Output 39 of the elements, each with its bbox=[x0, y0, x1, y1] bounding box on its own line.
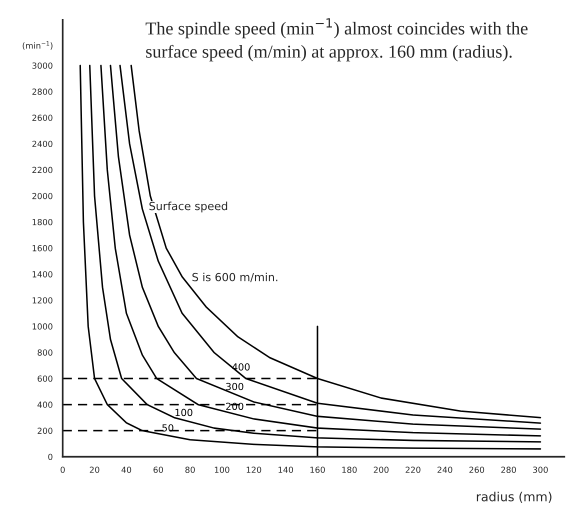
y-tick-label: 2200 bbox=[32, 166, 52, 174]
series-label: 100 bbox=[176, 408, 192, 416]
x-tick-label: 160 bbox=[310, 466, 325, 473]
annotation: The spindle speed (min$^{−1}$) almost coincides with the surface speed (m/min) at approx. 160 mm (radius). bbox=[146, 18, 528, 62]
x-tick-label: 60 bbox=[154, 466, 163, 473]
x-tick-label: 120 bbox=[246, 466, 262, 473]
x-tick-label: 300 bbox=[533, 466, 548, 473]
x-tick-label: 240 bbox=[438, 466, 452, 473]
annotation: Surface speed bbox=[149, 202, 228, 212]
x-tick-label: 280 bbox=[501, 466, 516, 473]
x-tick-label: 260 bbox=[469, 466, 484, 473]
x-tick-label: 100 bbox=[214, 466, 230, 473]
x-tick-label: 220 bbox=[406, 466, 420, 473]
x-tick-label: 40 bbox=[122, 466, 132, 473]
x-tick-label: 140 bbox=[278, 466, 294, 473]
y-tick-label: 1400 bbox=[32, 271, 52, 278]
y-axis-title: (min$^{−1}$) bbox=[22, 41, 52, 50]
x-tick-label: 20 bbox=[90, 466, 100, 473]
y-tick-label: 200 bbox=[38, 428, 52, 434]
x-tick-label: 200 bbox=[374, 466, 389, 473]
y-tick-label: 2400 bbox=[32, 140, 52, 148]
y-tick-label: 1200 bbox=[32, 297, 52, 304]
x-tick-label: 80 bbox=[185, 466, 195, 473]
y-tick-label: 2800 bbox=[32, 88, 52, 95]
x-tick-label: 0 bbox=[60, 466, 65, 473]
annotation: S is 600 m/min. bbox=[192, 272, 278, 282]
y-tick-label: 800 bbox=[38, 349, 52, 356]
y-tick-label: 600 bbox=[38, 375, 52, 382]
x-axis-title: radius (mm) bbox=[476, 492, 552, 503]
y-tick-label: 3000 bbox=[32, 62, 52, 69]
y-tick-label: 0 bbox=[48, 454, 52, 460]
y-tick-label: 1000 bbox=[32, 323, 52, 330]
y-tick-label: 2600 bbox=[32, 114, 52, 121]
series-label: 300 bbox=[226, 382, 244, 390]
y-tick-label: 2000 bbox=[32, 192, 52, 200]
y-tick-label: 400 bbox=[37, 402, 52, 408]
y-tick-label: 1800 bbox=[32, 218, 52, 226]
x-tick-label: 180 bbox=[342, 466, 357, 473]
y-tick-label: 1600 bbox=[32, 245, 52, 252]
